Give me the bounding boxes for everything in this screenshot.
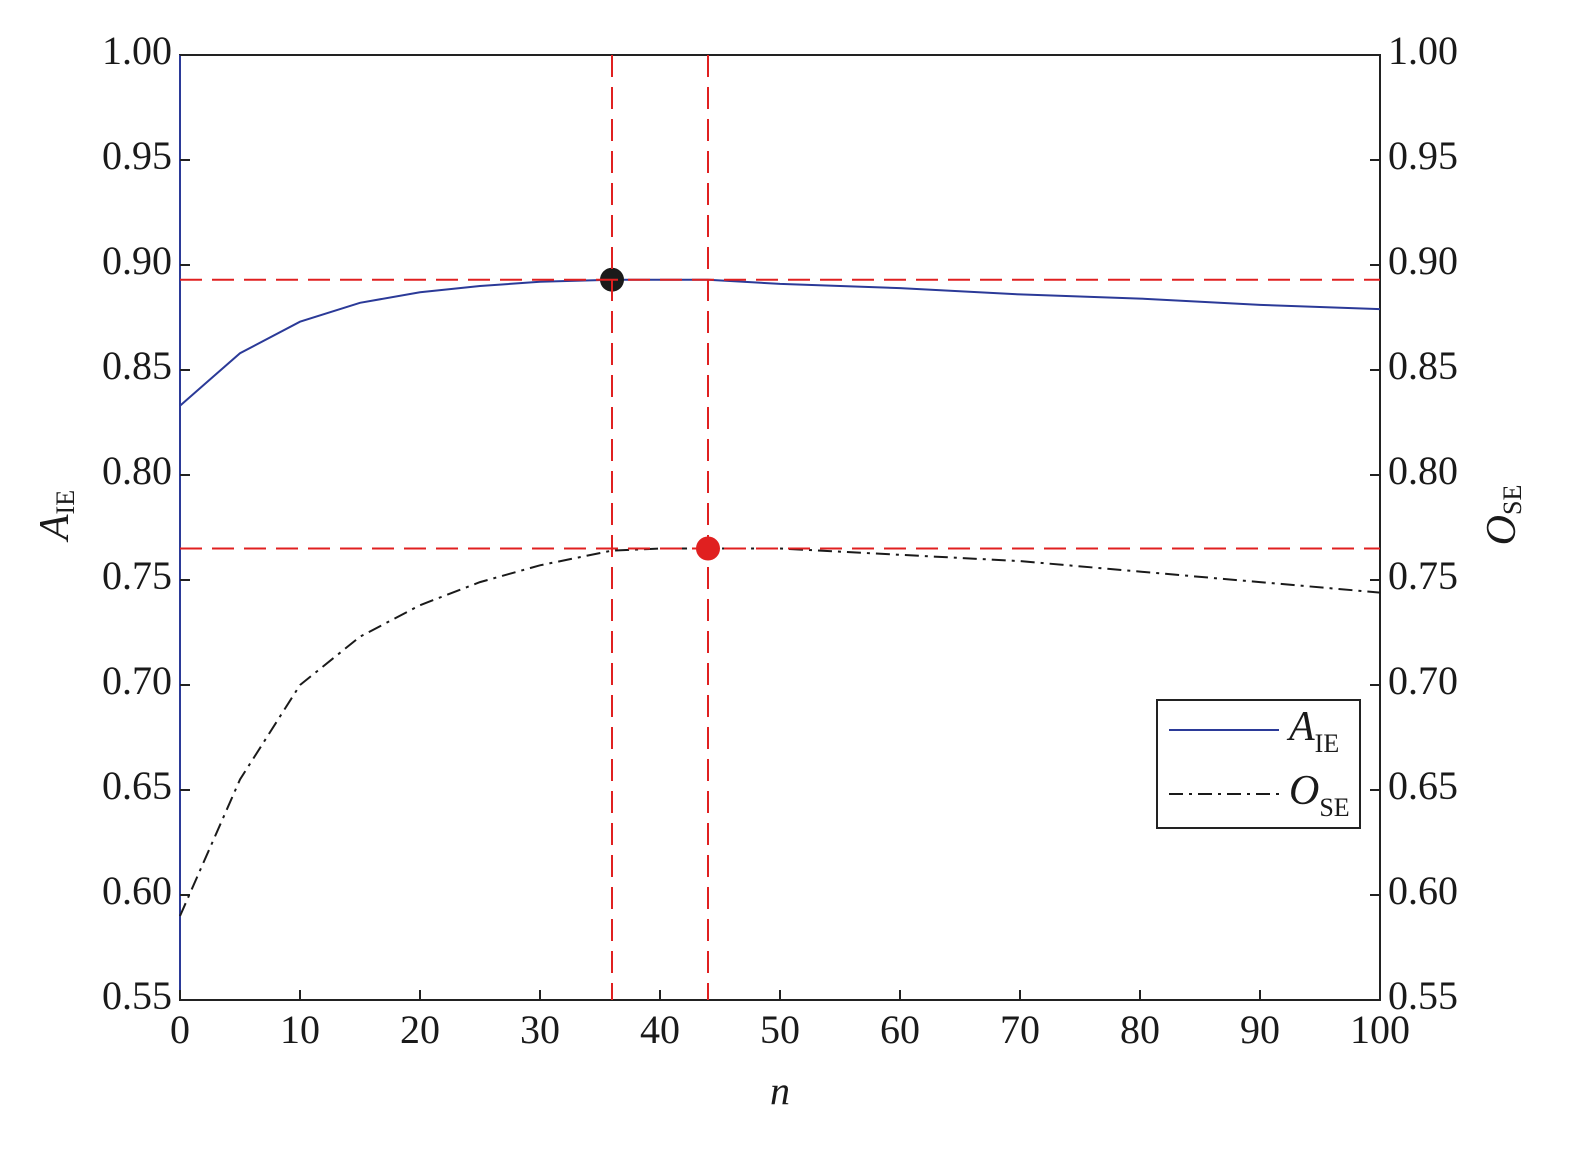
y2-axis-label: OSE [1479, 485, 1527, 546]
x-tick-label: 10 [280, 1007, 320, 1052]
x-tick-label: 60 [880, 1007, 920, 1052]
series-line [179, 278, 1381, 407]
y2-tick-label: 0.60 [1388, 868, 1458, 913]
plot-frame [179, 54, 1381, 1001]
x-tick-label: 30 [520, 1007, 560, 1052]
y2-tick-label: 0.85 [1388, 343, 1458, 388]
y2-tick-label: 0.75 [1388, 553, 1458, 598]
y-tick-label: 1.00 [102, 28, 172, 73]
x-tick-label: 90 [1240, 1007, 1280, 1052]
y-tick-label: 0.85 [102, 343, 172, 388]
legend-label: AIE [1286, 704, 1339, 758]
legend-label-sub: SE [1319, 793, 1349, 822]
y2-tick-label: 0.55 [1388, 973, 1458, 1018]
series-line [179, 547, 1381, 917]
legend-label: OSE [1289, 768, 1350, 822]
x-tick-label: 50 [760, 1007, 800, 1052]
y-tick-label: 0.70 [102, 658, 172, 703]
y2-tick-label: 0.90 [1388, 238, 1458, 283]
y2-tick-label: 0.65 [1388, 763, 1458, 808]
y2-tick-label: 0.70 [1388, 658, 1458, 703]
y-tick-label: 0.95 [102, 133, 172, 178]
y-tick-label: 0.55 [102, 973, 172, 1018]
y-axis-label-sub: IE [51, 490, 80, 515]
y-axis-label-main: A [32, 514, 78, 543]
legend-box [1156, 699, 1361, 829]
legend-label-main: A [1286, 704, 1315, 750]
y2-axis-label-main: O [1479, 515, 1525, 545]
y2-axis-label-sub: SE [1498, 485, 1527, 515]
legend-label-sub: IE [1315, 729, 1340, 758]
x-tick-label: 0 [170, 1007, 190, 1052]
legend-label-main: O [1289, 768, 1319, 814]
y2-tick-label: 0.95 [1388, 133, 1458, 178]
y-tick-label: 0.80 [102, 448, 172, 493]
y-tick-label: 0.75 [102, 553, 172, 598]
y-axis-label: AIE [32, 490, 80, 543]
y-tick-label: 0.65 [102, 763, 172, 808]
y-tick-label: 0.60 [102, 868, 172, 913]
x-tick-label: 80 [1120, 1007, 1160, 1052]
y2-tick-label: 1.00 [1388, 28, 1458, 73]
y2-tick-label: 0.80 [1388, 448, 1458, 493]
x-tick-label: 20 [400, 1007, 440, 1052]
y-tick-label: 0.90 [102, 238, 172, 283]
x-axis-label: n [770, 1068, 790, 1113]
x-tick-label: 100 [1350, 1007, 1410, 1052]
x-tick-label: 40 [640, 1007, 680, 1052]
x-tick-label: 70 [1000, 1007, 1040, 1052]
